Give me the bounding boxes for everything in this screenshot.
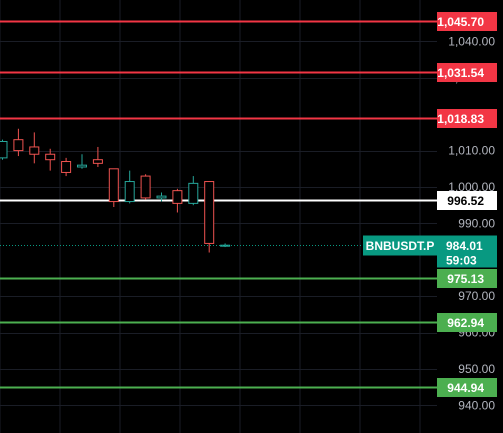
candle-body-up — [77, 164, 87, 168]
candle-body-down — [45, 153, 56, 161]
price-axis-tags: 1,045.70 1,031.54 1,018.83 996.52 975.13 962.… — [363, 12, 497, 397]
level-tag-support — [437, 313, 497, 332]
axis-tick-label: 950.00 — [458, 362, 495, 376]
level-tag-support — [437, 378, 497, 397]
symbol-tag — [363, 235, 437, 256]
axis-tick-label: 940.00 — [458, 398, 495, 412]
level-tag-resistance — [437, 63, 497, 82]
countdown-label: 59:03 — [446, 254, 477, 268]
candle-body-up — [124, 181, 135, 203]
horizontal-level-lines[interactable] — [0, 20, 437, 389]
candle-body-down — [13, 139, 24, 152]
level-tag-label: 944.94 — [447, 381, 484, 395]
level-tag-resistance — [437, 12, 497, 31]
level-tag-label: 1,018.83 — [437, 112, 484, 126]
candle-body-down — [92, 159, 103, 164]
level-tag-label: 975.13 — [447, 272, 484, 286]
level-tag-label: 1,031.54 — [437, 66, 484, 80]
candle-body-down — [140, 175, 151, 199]
axis-tick-label: 1,000.00 — [448, 180, 495, 194]
axis-tick-label: 990.00 — [458, 216, 495, 230]
level-tag-resistance — [437, 109, 497, 128]
level-tag-support — [437, 269, 497, 288]
axis-tick-label: 1,040.00 — [448, 34, 495, 48]
last-price-label: 984.01 — [446, 239, 483, 253]
candle-body-up — [188, 182, 199, 204]
candlestick-series — [0, 128, 231, 253]
level-tag-label: 996.52 — [447, 194, 484, 208]
symbol-label: BNBUSDT.P — [366, 239, 435, 253]
last-price-tag — [437, 235, 497, 268]
candle-body-down — [61, 161, 72, 173]
candle-body-down — [108, 168, 119, 203]
candle-body-down — [204, 181, 215, 244]
level-tag-label: 962.94 — [447, 316, 484, 330]
axis-tick-label: 970.00 — [458, 289, 495, 303]
level-tag-label: 1,045.70 — [437, 15, 484, 29]
candle-body-down — [172, 190, 183, 204]
axis-tick-label: 1,010.00 — [448, 144, 495, 158]
candle-body-up — [156, 195, 167, 199]
candle-body-down — [29, 146, 40, 155]
candle-body-up — [0, 141, 8, 159]
level-tag-pivot — [437, 191, 497, 210]
